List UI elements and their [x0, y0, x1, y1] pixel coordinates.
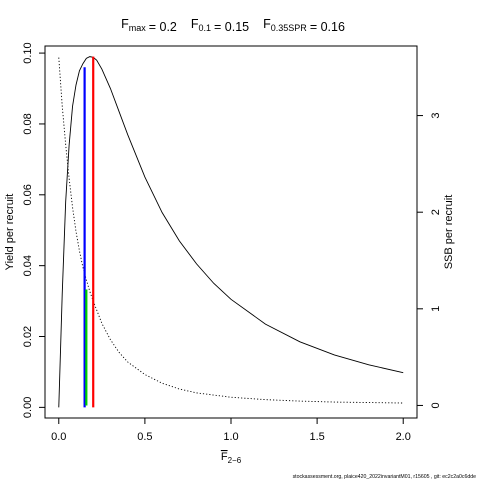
- title-part-base: F: [121, 17, 129, 31]
- y-left-tick-label: 0.00: [22, 397, 34, 418]
- title-part-sub: 0.1: [199, 23, 212, 33]
- y-left-tick-label: 0.04: [22, 255, 34, 276]
- x-tick-label: 0.0: [51, 431, 66, 443]
- x-tick-label: 1.5: [309, 431, 324, 443]
- x-tick-label: 0.5: [137, 431, 152, 443]
- y-right-tick-label: 1: [430, 306, 442, 312]
- title-part-base: F: [191, 17, 199, 31]
- title-part-sub: max: [129, 23, 147, 33]
- title-part-sub: 0.35SPR: [271, 23, 308, 33]
- x-tick-label: 1.0: [223, 431, 238, 443]
- plot-layer: [58, 56, 404, 408]
- y-right-tick-label: 3: [430, 113, 442, 119]
- y-right-tick-label: 2: [430, 209, 442, 215]
- y-right-tick-label: 0: [430, 402, 442, 408]
- plot-frame: [44, 45, 418, 419]
- y-left-tick-label: 0.08: [22, 113, 34, 134]
- x-tick-label: 2.0: [396, 431, 411, 443]
- x-axis-label-sub: 2−6: [228, 456, 242, 465]
- y-left-tick-label: 0.06: [22, 184, 34, 205]
- text-layer: 0.0 0.5 1.0 1.5 2.00.000.020.040.060.080.100…: [4, 17, 476, 480]
- title-part-base: F: [263, 17, 271, 31]
- y-left-tick-label: 0.02: [22, 326, 34, 347]
- x-axis-label-base: F: [221, 451, 228, 463]
- y-left-axis-label: Yield per recruit: [4, 194, 16, 271]
- x-axis-label: F2−6: [221, 451, 242, 465]
- footer-credit: stockassessment.org, plaice420_2022invar…: [293, 474, 477, 480]
- yield-per-recruit-line: [58, 56, 404, 408]
- y-right-axis-label: SSB per recruit: [443, 195, 455, 270]
- y-left-tick-label: 0.10: [22, 42, 34, 63]
- title-part-eq: = 0.16: [310, 20, 345, 34]
- chart-title: Fmax = 0.2 F0.1 = 0.15 F0.35SPR = 0.16: [121, 17, 345, 34]
- ssb-per-recruit-line: [58, 57, 404, 404]
- title-part-eq: = 0.2: [149, 20, 177, 34]
- title-part-eq: = 0.15: [214, 20, 249, 34]
- axes-layer: [39, 45, 423, 424]
